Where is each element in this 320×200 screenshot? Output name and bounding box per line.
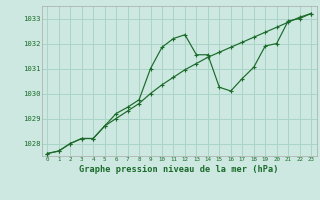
- X-axis label: Graphe pression niveau de la mer (hPa): Graphe pression niveau de la mer (hPa): [79, 165, 279, 174]
